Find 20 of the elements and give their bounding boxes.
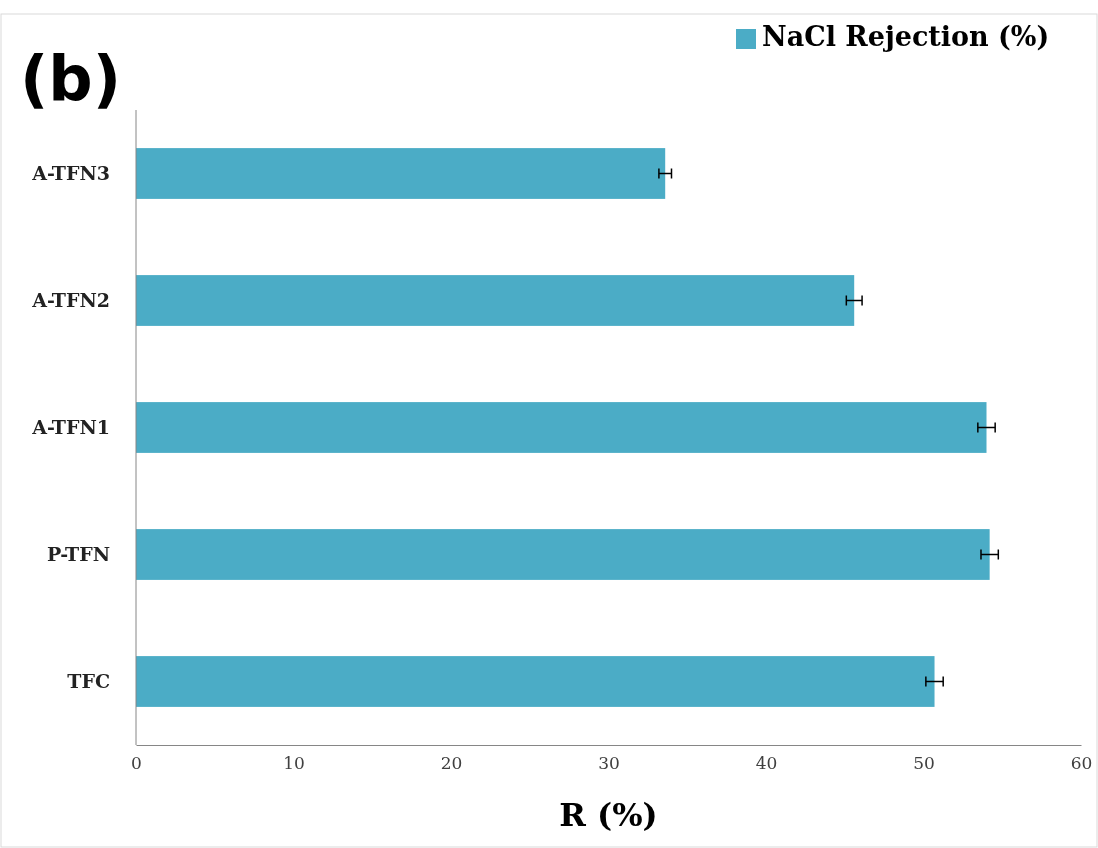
y-tick-label: P-TFN: [47, 542, 110, 565]
x-tick-label: 0: [131, 753, 142, 774]
y-tick-label: A-TFN1: [31, 415, 110, 438]
x-axis-title: R (%): [559, 796, 658, 834]
y-tick-label: TFC: [67, 669, 110, 692]
bar: [136, 529, 990, 580]
x-tick-label: 40: [755, 753, 778, 774]
bar: [136, 402, 987, 453]
bar: [136, 275, 855, 326]
bar: [136, 656, 935, 707]
x-tick-label: 20: [440, 753, 463, 774]
legend-label: NaCl Rejection (%): [762, 21, 1050, 52]
x-tick-label: 10: [283, 753, 305, 774]
x-tick-label: 50: [913, 753, 935, 774]
chart-title: (b): [20, 42, 122, 115]
y-tick-label: A-TFN2: [31, 288, 110, 311]
y-tick-label: A-TFN3: [31, 161, 110, 184]
x-tick-label: 30: [598, 753, 620, 774]
bar: [136, 148, 666, 199]
x-tick-label: 60: [1070, 753, 1093, 774]
